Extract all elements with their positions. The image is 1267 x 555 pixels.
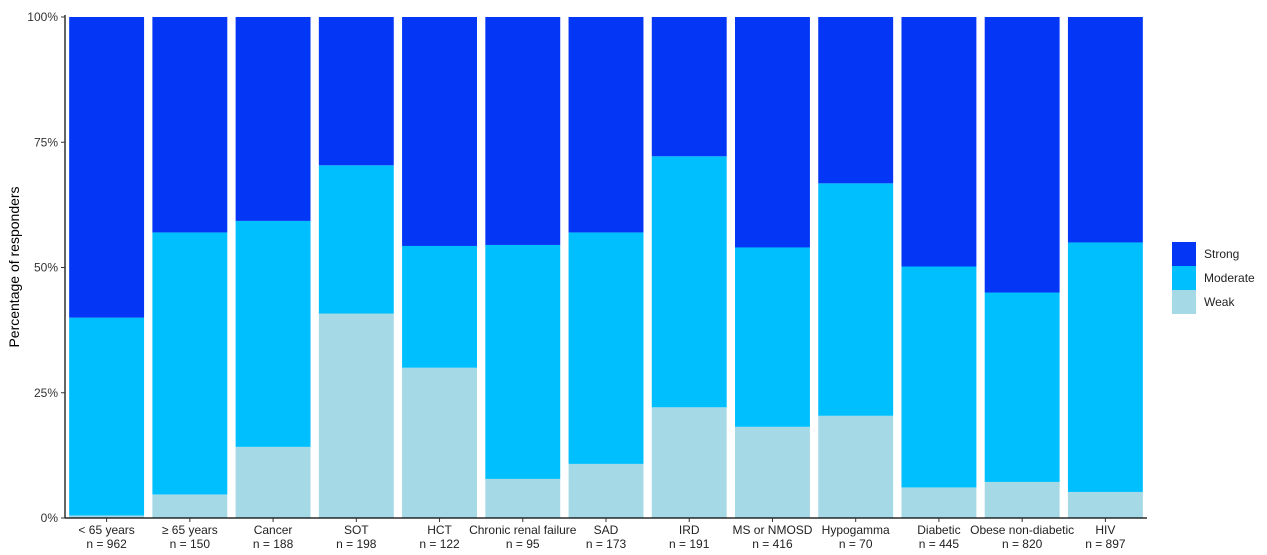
bar-segment-weak	[235, 446, 311, 518]
legend-label-weak: Weak	[1204, 295, 1235, 309]
x-tick-n-label: n = 70	[839, 537, 873, 550]
x-tick-label: SOT	[344, 523, 369, 537]
bar-segment-strong	[402, 17, 477, 246]
bar-segment-moderate	[69, 317, 145, 516]
x-tick-label: Cancer	[254, 523, 293, 537]
bar-segment-strong	[152, 17, 228, 233]
bar-segment-weak	[568, 463, 644, 518]
bar-segment-weak	[984, 481, 1060, 518]
legend-label-moderate: Moderate	[1204, 271, 1255, 285]
bar-segment-moderate	[318, 165, 394, 314]
x-tick-label: < 65 years	[78, 523, 134, 537]
bar-segment-weak	[318, 313, 394, 518]
bar-segment-weak	[402, 367, 477, 518]
bar-segment-strong	[901, 17, 977, 267]
bar-segment-moderate	[818, 183, 894, 416]
bar-segment-weak	[69, 515, 145, 518]
bar-segment-weak	[485, 478, 561, 518]
y-tick-label: 25%	[34, 386, 58, 400]
bars-layer	[69, 17, 1143, 518]
bar-segment-moderate	[152, 232, 228, 495]
bar-segment-weak	[818, 415, 894, 518]
bar-segment-strong	[818, 17, 894, 184]
bar-segment-weak	[901, 487, 977, 518]
x-tick-label: IRD	[679, 523, 700, 537]
x-tick-n-label: n = 416	[752, 537, 793, 550]
x-tick-label: ≥ 65 years	[162, 523, 218, 537]
x-tick-n-label: n = 445	[919, 537, 960, 550]
bar-segment-moderate	[1067, 242, 1143, 492]
bar-segment-weak	[735, 426, 810, 518]
y-tick-label: 100%	[27, 10, 58, 24]
bar-segment-moderate	[235, 220, 311, 447]
x-tick-label: HCT	[427, 523, 452, 537]
x-tick-n-label: n = 122	[419, 537, 460, 550]
bar-segment-moderate	[735, 247, 810, 427]
y-tick-label: 50%	[34, 261, 58, 275]
bar-segment-strong	[1067, 17, 1143, 243]
legend-label-strong: Strong	[1204, 247, 1239, 261]
bar-segment-strong	[69, 17, 145, 318]
bar-segment-strong	[485, 17, 561, 245]
y-tick-label: 75%	[34, 135, 58, 149]
x-tick-label: HIV	[1095, 523, 1115, 537]
x-tick-n-label: n = 95	[506, 537, 540, 550]
x-tick-label: Obese non-diabetic	[970, 523, 1074, 537]
x-tick-n-label: n = 962	[86, 537, 127, 550]
legend-swatch-strong	[1172, 242, 1196, 266]
bar-segment-strong	[984, 17, 1060, 293]
x-tick-n-label: n = 820	[1002, 537, 1043, 550]
legend: Strong Moderate Weak	[1172, 242, 1255, 314]
bar-segment-weak	[651, 407, 727, 518]
bar-segment-strong	[568, 17, 644, 233]
x-tick-label: Diabetic	[917, 523, 960, 537]
y-tick-label: 0%	[41, 511, 59, 525]
x-tick-n-label: n = 188	[253, 537, 294, 550]
bar-segment-moderate	[402, 245, 477, 368]
bar-segment-moderate	[901, 266, 977, 488]
legend-swatch-weak	[1172, 290, 1196, 314]
bar-segment-moderate	[984, 292, 1060, 482]
bar-segment-moderate	[485, 244, 561, 479]
bar-segment-strong	[651, 17, 727, 157]
bar-segment-weak	[152, 494, 228, 518]
x-tick-n-label: n = 150	[170, 537, 211, 550]
x-tick-label: SAD	[594, 523, 619, 537]
x-tick-label: MS or NMOSD	[732, 523, 812, 537]
x-tick-n-label: n = 897	[1085, 537, 1126, 550]
bar-segment-weak	[1067, 491, 1143, 518]
x-tick-n-label: n = 191	[669, 537, 710, 550]
bar-segment-moderate	[568, 232, 644, 464]
bar-segment-moderate	[651, 156, 727, 408]
y-axis-title: Percentage of responders	[6, 186, 22, 347]
x-tick-label: Hypogamma	[822, 523, 890, 537]
legend-swatch-moderate	[1172, 266, 1196, 290]
bar-segment-strong	[235, 17, 311, 221]
x-tick-label: Chronic renal failure	[469, 523, 577, 537]
y-axis: 0% 25% 50% 75% 100%	[27, 10, 66, 525]
x-tick-n-label: n = 198	[336, 537, 377, 550]
x-tick-n-label: n = 173	[586, 537, 627, 550]
bar-segment-strong	[735, 17, 810, 248]
bar-segment-strong	[318, 17, 394, 166]
